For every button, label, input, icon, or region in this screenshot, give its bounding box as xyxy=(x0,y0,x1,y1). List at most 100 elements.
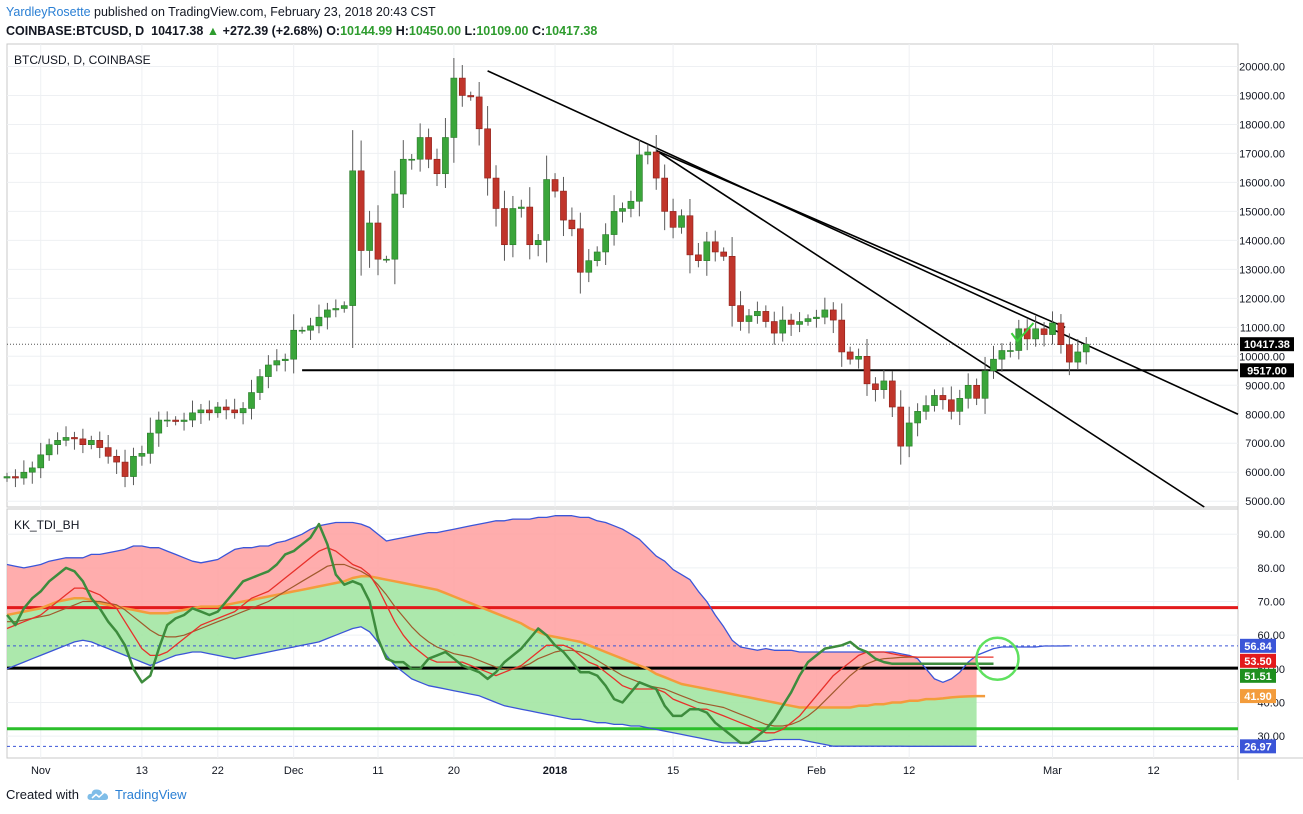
candle-up xyxy=(644,144,652,165)
candle-body xyxy=(121,461,129,477)
candle-body xyxy=(28,467,36,473)
candle-body xyxy=(669,211,677,228)
x-tick-label: Dec xyxy=(284,765,304,777)
candle-body xyxy=(87,440,95,445)
candle-down xyxy=(695,242,702,268)
author-link[interactable]: YardleyRosette xyxy=(6,5,91,19)
candle-down xyxy=(829,302,837,334)
candle-up xyxy=(534,234,542,257)
candle-body xyxy=(163,419,171,422)
candles xyxy=(3,58,1090,488)
x-tick-label: Mar xyxy=(1043,765,1062,777)
rsi-price-line xyxy=(6,522,994,745)
x-tick-label: 22 xyxy=(212,765,224,777)
close-value: 10417.38 xyxy=(545,24,598,38)
candle-body xyxy=(1066,344,1073,363)
candle-up xyxy=(281,353,289,372)
candle-body xyxy=(888,380,896,408)
candle-body xyxy=(37,454,45,469)
candle-down xyxy=(872,377,879,402)
tradingview-link[interactable]: TradingView xyxy=(114,787,187,802)
candle-body xyxy=(905,422,913,447)
candle-body xyxy=(846,351,854,360)
candle-down xyxy=(770,311,778,345)
candle-up xyxy=(248,379,255,420)
candle-up xyxy=(349,130,357,348)
candle-up xyxy=(543,155,550,263)
candle-body xyxy=(45,444,53,456)
candle-body xyxy=(855,355,862,360)
upper-band-badge-text: 56.84 xyxy=(1244,641,1272,653)
candle-body xyxy=(787,319,795,325)
candle-down xyxy=(728,237,736,327)
candle-up xyxy=(3,472,11,482)
candle-body xyxy=(197,409,205,414)
candle-body xyxy=(804,318,812,322)
candle-body xyxy=(273,360,281,366)
candle-up xyxy=(636,139,643,217)
y-tick-label: 7000.00 xyxy=(1245,438,1285,450)
candle-up xyxy=(990,345,997,379)
candle-up xyxy=(745,309,753,334)
candle-body xyxy=(357,170,365,251)
candle-body xyxy=(1074,351,1082,363)
candle-body xyxy=(829,309,837,321)
candle-body xyxy=(113,455,120,463)
candle-body xyxy=(467,95,475,98)
candle-body xyxy=(922,405,930,412)
candle-up xyxy=(130,447,137,486)
candle-body xyxy=(214,406,222,414)
candle-body xyxy=(442,137,449,175)
low-value: 10109.00 xyxy=(476,24,529,38)
candle-up xyxy=(180,412,188,431)
tradingview-cloud-icon xyxy=(87,788,109,800)
candle-body xyxy=(79,438,87,445)
candle-body xyxy=(779,319,787,334)
candle-body xyxy=(695,254,702,261)
candle-body xyxy=(349,170,357,306)
candle-up xyxy=(593,246,601,267)
candle-up xyxy=(366,210,373,268)
candle-up xyxy=(155,411,163,447)
candle-body xyxy=(661,177,668,212)
candle-up xyxy=(678,209,685,234)
tdi-indicator xyxy=(6,515,1238,747)
lower-band-line xyxy=(6,626,977,747)
candle-up xyxy=(855,348,862,369)
candle-down xyxy=(888,370,896,418)
candle-up xyxy=(813,309,820,328)
x-tick-label: 20 xyxy=(448,765,460,777)
candle-body xyxy=(1082,343,1090,353)
candle-body xyxy=(265,364,272,377)
candle-body xyxy=(838,319,846,353)
candle-down xyxy=(551,173,559,198)
candle-body xyxy=(450,77,458,138)
y-tick-label: 12000.00 xyxy=(1239,293,1285,305)
candle-up xyxy=(1074,338,1082,370)
candle-body xyxy=(914,411,921,424)
candle-down xyxy=(484,106,491,196)
x-tick-label: 15 xyxy=(667,765,679,777)
annotations xyxy=(975,322,1035,681)
chart-canvas[interactable]: Nov 13 22 Dec 11 20 2018 15 Feb 12 Mar 12 5000.00 600… xyxy=(0,42,1303,782)
candle-body xyxy=(138,453,146,457)
candle-body xyxy=(526,206,534,246)
support-price-badge xyxy=(1240,363,1294,378)
candle-up xyxy=(383,255,390,263)
candle-down xyxy=(897,390,905,465)
candle-up xyxy=(37,442,45,479)
candle-up xyxy=(391,170,399,285)
low-key: L: xyxy=(464,24,477,38)
candle-up xyxy=(914,403,921,437)
resistance-trendline-upper xyxy=(655,149,1066,329)
middle-band-badge xyxy=(1240,689,1276,704)
candle-up xyxy=(273,349,281,372)
candle-body xyxy=(619,208,626,212)
last-price-badge-text: 10417.38 xyxy=(1244,339,1290,351)
candle-body xyxy=(711,241,719,253)
y-tick-label: 10000.00 xyxy=(1239,351,1285,363)
candle-up xyxy=(619,202,626,223)
y-tick-label: 13000.00 xyxy=(1239,264,1285,276)
candle-body xyxy=(652,151,660,179)
candle-up xyxy=(779,306,787,342)
